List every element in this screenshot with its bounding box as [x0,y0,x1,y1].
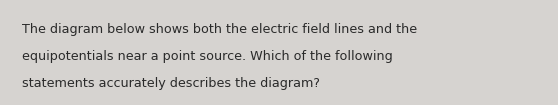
Text: The diagram below shows both the electric field lines and the: The diagram below shows both the electri… [22,23,417,36]
Text: statements accurately describes the diagram?: statements accurately describes the diag… [22,77,320,90]
Text: equipotentials near a point source. Which of the following: equipotentials near a point source. Whic… [22,50,393,63]
